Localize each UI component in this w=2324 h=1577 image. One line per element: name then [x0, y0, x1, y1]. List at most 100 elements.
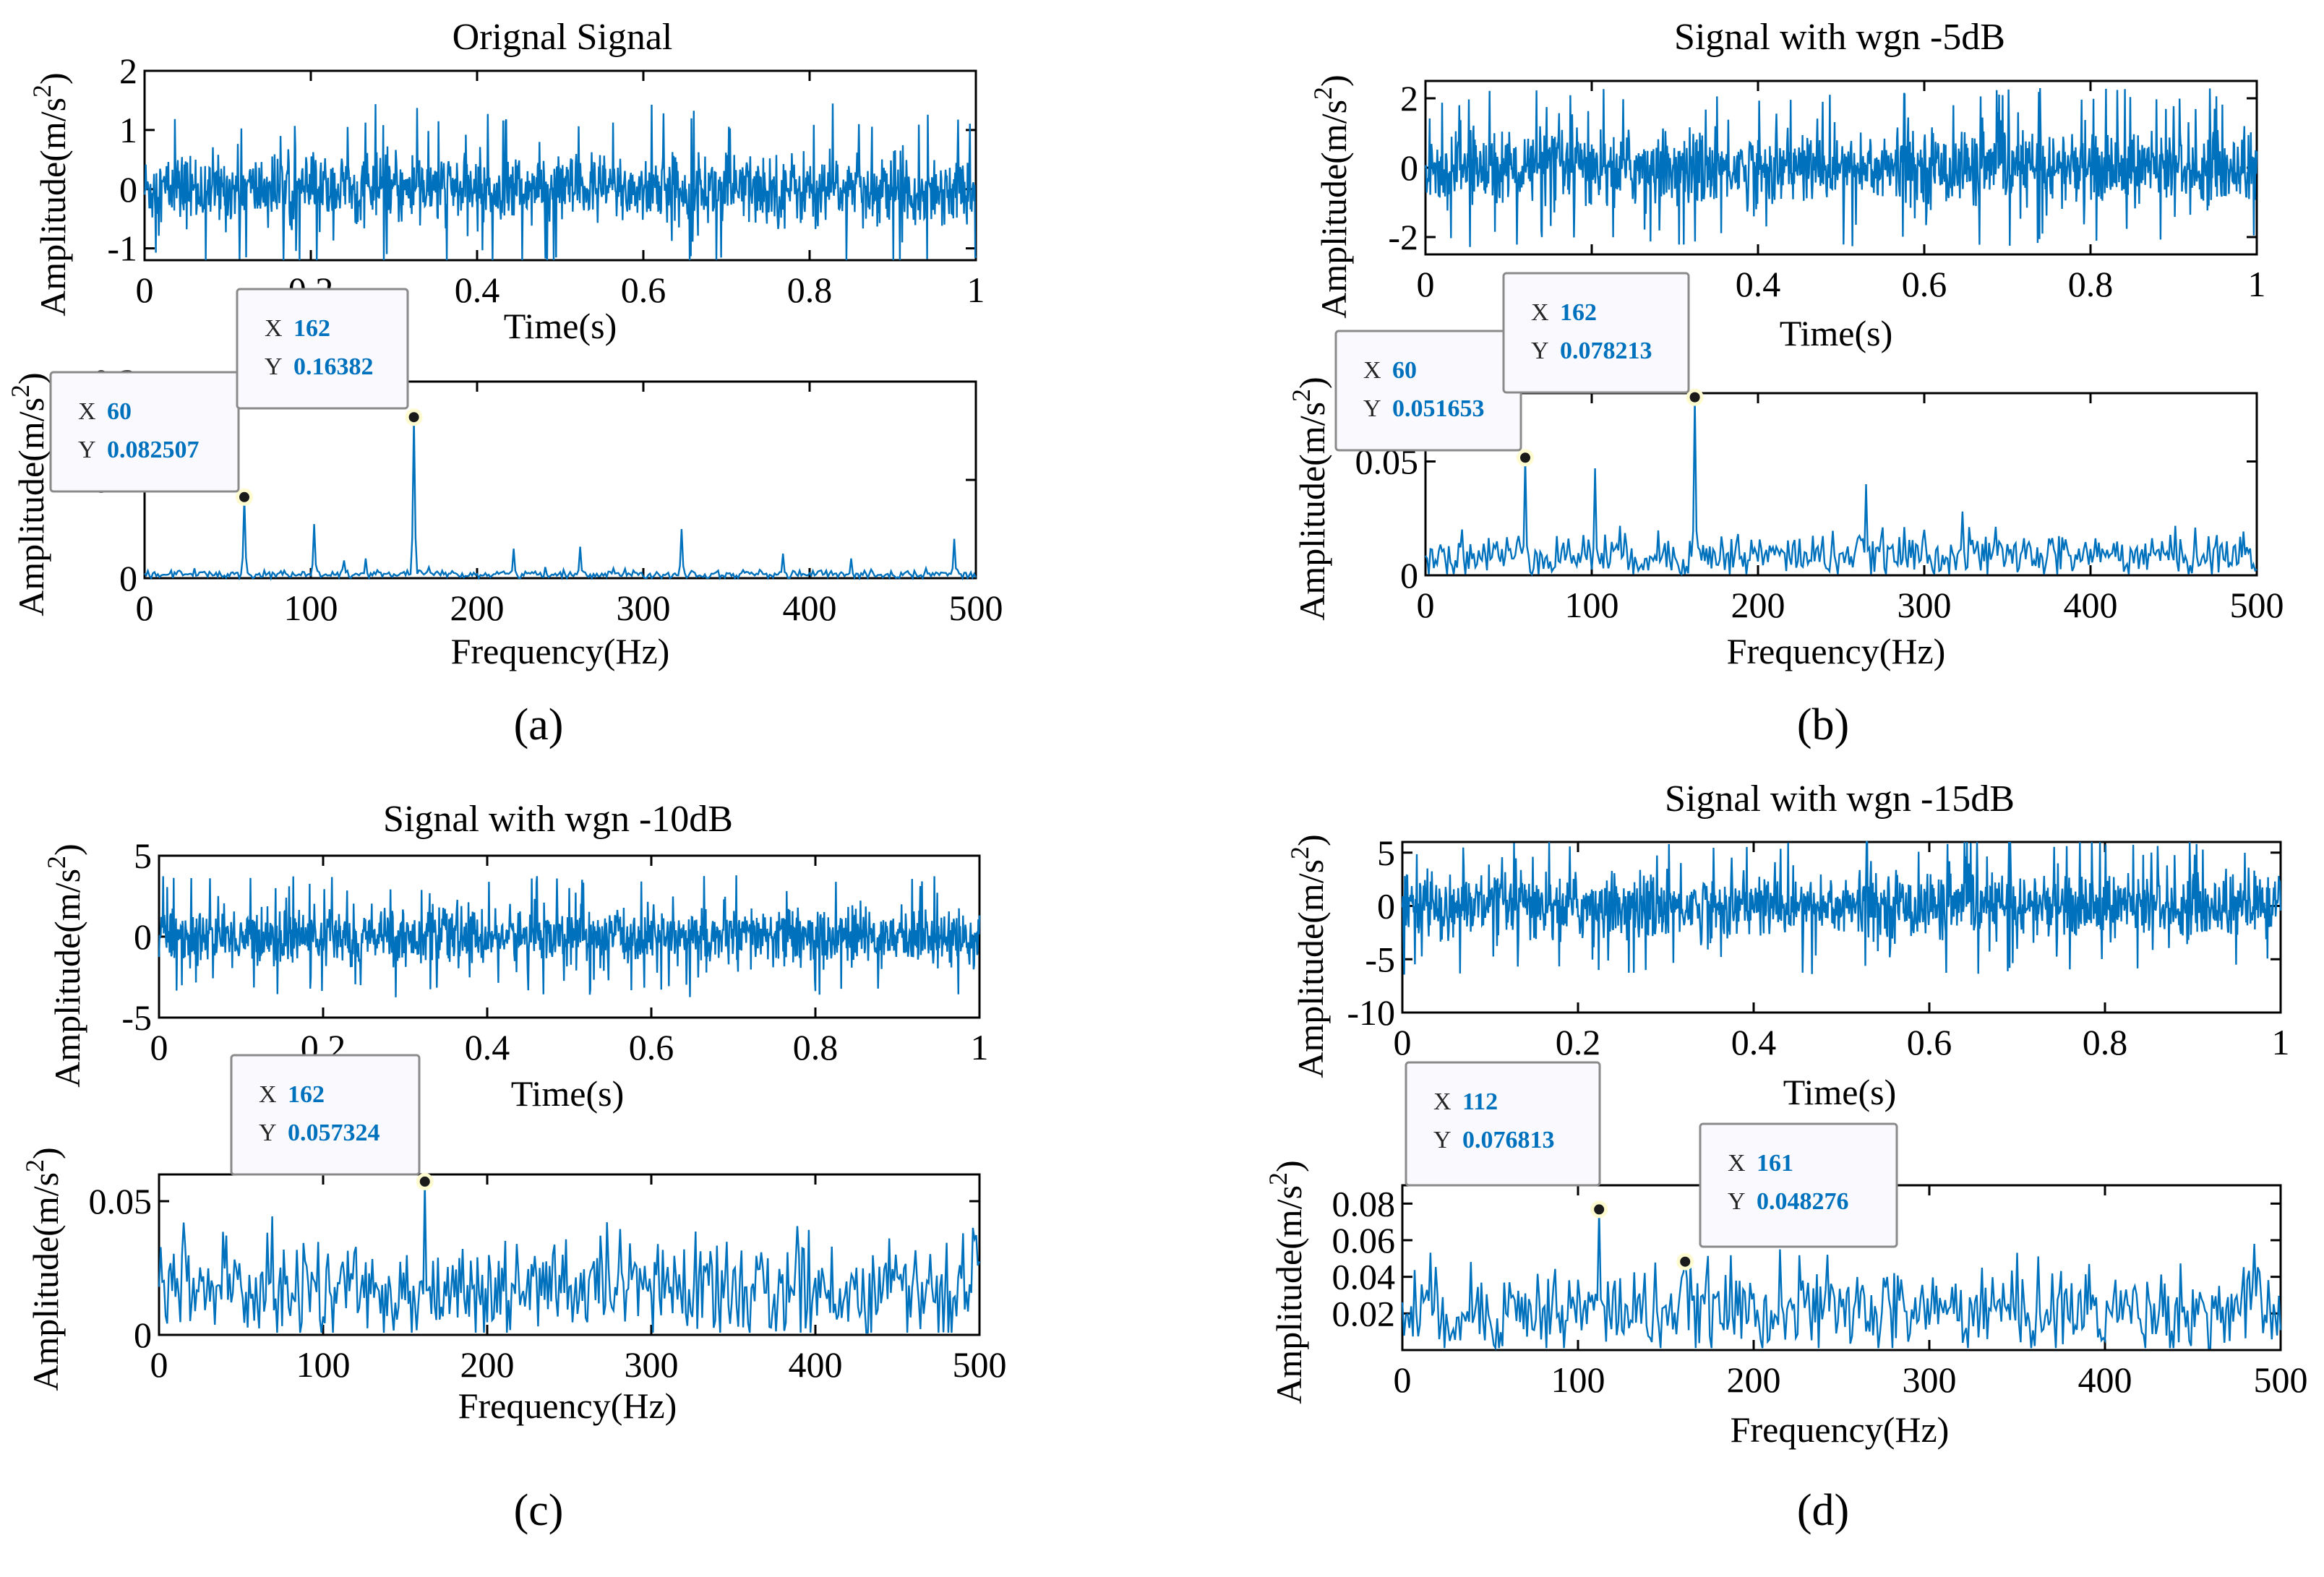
y-tick-label: -10 [1347, 992, 1395, 1033]
datatip-y-value: 0.16382 [293, 353, 374, 380]
y-axis-label: Amplitude(m/s2) [1287, 377, 1332, 620]
datatip-x-value: 60 [107, 398, 132, 425]
x-tick-label: 0.6 [621, 270, 666, 310]
y-tick-label: 0 [119, 169, 137, 210]
x-tick-label: 0.8 [2068, 264, 2114, 304]
datatip-x-value: 162 [288, 1081, 325, 1108]
plot-frame [143, 69, 977, 262]
x-tick-label: 100 [1565, 585, 1619, 625]
x-tick-label: 0.2 [1556, 1022, 1601, 1062]
datatip-y-key: Y [1433, 1127, 1452, 1153]
x-tick-label: 0.6 [1907, 1022, 1952, 1062]
y-tick-label: 0.02 [1332, 1293, 1396, 1333]
datatip-y-key: Y [259, 1120, 277, 1146]
datatip-x-key: X [265, 315, 283, 342]
datatip-y-key: Y [1728, 1188, 1746, 1215]
x-tick-label: 400 [789, 1344, 843, 1385]
x-tick-label: 300 [1903, 1359, 1957, 1400]
x-axis-label: Frequency(Hz) [1731, 1409, 1950, 1450]
datatip-y-key: Y [78, 437, 96, 463]
y-tick-label: 0.06 [1332, 1220, 1396, 1260]
axes-freq-d: 0 100 200 300 400 500 0.020.040.060.08 [1332, 1183, 2308, 1400]
y-axis-label: Amplitude(m/s2) [1308, 74, 1354, 318]
datatip-box [49, 371, 240, 493]
datatip-marker[interactable] [408, 412, 419, 423]
x-tick-label: 500 [949, 588, 1003, 628]
y-tick-label: 5 [1377, 833, 1395, 873]
x-tick-label: 1 [971, 1027, 989, 1067]
datatip[interactable]: X 60 Y 0.082507 [49, 371, 253, 506]
datatip[interactable]: X 60 Y 0.051653 [1334, 330, 1534, 467]
y-tick-label: 0 [1377, 886, 1395, 927]
datatip-marker[interactable] [1594, 1204, 1605, 1215]
y-tick-label: 2 [119, 51, 137, 91]
x-tick-label: 100 [1551, 1359, 1605, 1400]
x-tick-label: 400 [783, 588, 837, 628]
x-axis-label: Time(s) [511, 1073, 625, 1114]
spectrum-line [158, 1181, 981, 1334]
x-tick-label: 500 [2230, 585, 2284, 625]
datatip-y-key: Y [1363, 395, 1381, 422]
y-tick-label: 0 [119, 558, 137, 598]
x-tick-label: 0 [1417, 264, 1435, 304]
x-tick-label: 1 [2248, 264, 2266, 304]
y-axis-label: Amplitude(m/s2) [27, 72, 73, 316]
x-tick-label: 200 [1731, 585, 1785, 625]
datatip[interactable]: X 161 Y 0.048276 [1676, 1122, 1898, 1271]
datatip-y-value: 0.082507 [107, 437, 200, 463]
x-tick-label: 300 [617, 588, 671, 628]
x-tick-label: 100 [296, 1344, 351, 1385]
y-tick-label: 1 [119, 110, 137, 150]
datatip-y-value: 0.057324 [288, 1120, 380, 1146]
y-axis-label: Amplitude(m/s2) [6, 372, 51, 616]
x-tick-label: 0 [150, 1344, 168, 1385]
axes-freq-c: 0 100 200 300 400 500 0 0.05 [89, 1173, 1007, 1385]
x-tick-label: 0 [136, 588, 154, 628]
x-tick-label: 0.6 [1902, 264, 1947, 304]
x-tick-label: 0 [136, 270, 154, 310]
datatip[interactable]: X 162 Y 0.078213 [1502, 272, 1704, 406]
datatip-marker[interactable] [239, 491, 249, 502]
y-tick-label: -1 [107, 228, 137, 269]
panel-label-b: (b) [1797, 700, 1849, 749]
datatip-x-key: X [1363, 357, 1381, 384]
x-tick-label: 0 [150, 1027, 168, 1067]
x-tick-label: 0.8 [793, 1027, 839, 1067]
panel-label-c: (c) [514, 1486, 564, 1535]
x-axis-label: Time(s) [1783, 1072, 1897, 1112]
datatip[interactable]: X 162 Y 0.16382 [236, 288, 423, 426]
datatip[interactable]: X 112 Y 0.076813 [1405, 1061, 1608, 1219]
datatip-y-value: 0.078213 [1560, 338, 1652, 364]
plot-frame [1401, 841, 2282, 1014]
x-axis-label: Frequency(Hz) [451, 631, 670, 671]
datatip-marker[interactable] [1689, 392, 1700, 403]
time-signal-line [158, 875, 981, 997]
y-tick-label: 5 [134, 835, 152, 876]
datatip-marker[interactable] [419, 1176, 430, 1187]
x-tick-label: 0.4 [1736, 264, 1781, 304]
plot-frame [158, 1173, 981, 1336]
x-tick-label: 0.4 [455, 270, 500, 310]
datatip-y-key: Y [265, 353, 283, 380]
x-tick-label: 400 [2064, 585, 2118, 625]
y-axis-label: Amplitude(m/s2) [20, 1147, 66, 1391]
x-tick-label: 100 [284, 588, 338, 628]
y-tick-label: -5 [1365, 939, 1395, 979]
spectrum-line [144, 417, 977, 581]
datatip-box [1502, 272, 1690, 394]
datatip-marker[interactable] [1680, 1256, 1691, 1267]
x-tick-label: 1 [967, 270, 985, 310]
datatip-x-key: X [1728, 1150, 1746, 1177]
x-tick-label: 0 [1394, 1022, 1412, 1062]
chart-title: Signal with wgn -5dB [1674, 17, 2005, 58]
datatip-marker[interactable] [1520, 452, 1530, 463]
datatip[interactable]: X 162 Y 0.057324 [230, 1054, 434, 1190]
datatip-y-value: 0.051653 [1392, 395, 1485, 422]
x-tick-label: 0 [1394, 1359, 1412, 1400]
datatip-box [230, 1054, 421, 1176]
plot-frame [1424, 392, 2258, 577]
chart-title: Signal with wgn -15dB [1665, 778, 2015, 820]
datatip-box [1405, 1061, 1601, 1187]
x-axis-label: Frequency(Hz) [1727, 631, 1946, 671]
